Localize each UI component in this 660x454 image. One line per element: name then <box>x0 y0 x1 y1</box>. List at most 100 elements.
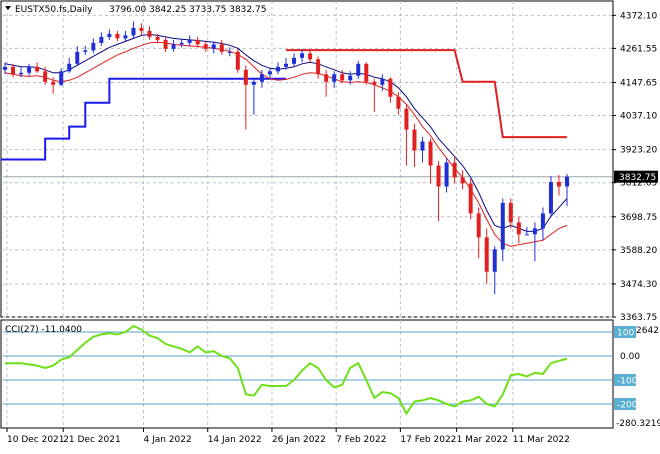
candle-body <box>259 74 264 82</box>
candle <box>171 39 176 52</box>
cci-level-label: -100 <box>617 377 638 387</box>
candle-body <box>332 74 337 82</box>
candle-body <box>404 108 409 130</box>
candle-body <box>275 66 280 72</box>
candle <box>316 56 321 79</box>
resistance-stop-line <box>286 49 567 139</box>
candle-body <box>324 74 329 82</box>
candle <box>115 30 120 42</box>
candle-body <box>508 202 513 223</box>
candle-body <box>556 181 561 187</box>
price-tick-label: 3812.65 <box>620 179 657 189</box>
candle-body <box>364 63 369 82</box>
candle-body <box>428 141 433 166</box>
candle <box>524 226 529 236</box>
cci-level-lines <box>3 331 612 405</box>
price-tick-label: 4372.10 <box>620 11 657 21</box>
candle-body <box>187 39 192 43</box>
candle-body <box>195 39 200 45</box>
cci-level-badge <box>614 398 636 410</box>
candle <box>75 45 80 66</box>
candle <box>91 38 96 54</box>
candle <box>388 77 393 103</box>
candle <box>508 198 513 229</box>
candle <box>404 104 409 166</box>
candle-body <box>460 177 465 184</box>
candle <box>67 57 72 73</box>
candles <box>3 21 569 295</box>
candle-body <box>308 53 313 60</box>
candle <box>59 68 64 87</box>
candle <box>83 45 88 55</box>
candle <box>267 68 272 79</box>
date-tick-label: 14 Jan 2022 <box>208 435 262 445</box>
candle-body <box>267 71 272 75</box>
candle-body <box>227 51 232 53</box>
candle <box>308 50 313 63</box>
candle-body <box>99 36 104 43</box>
price-tick-label: 3923.20 <box>620 146 657 156</box>
date-tick-label: 1 Mar 2022 <box>457 435 508 445</box>
cci-panel <box>0 319 614 429</box>
candle-body <box>292 57 297 64</box>
candle-body <box>91 42 96 51</box>
candle-body <box>356 63 361 76</box>
candle <box>243 65 248 130</box>
candle-body <box>235 51 240 70</box>
candle <box>332 71 337 88</box>
current-price-label: 3832.75 <box>619 173 656 183</box>
candle <box>227 47 232 57</box>
candle <box>396 92 401 115</box>
candle-body <box>75 51 80 64</box>
candle <box>532 222 537 262</box>
candle-body <box>123 35 128 39</box>
candle <box>219 39 224 55</box>
candle <box>468 179 473 220</box>
date-tick-label: 21 Dec 2021 <box>63 435 120 445</box>
candle-body <box>19 72 24 75</box>
price-panel <box>0 0 614 318</box>
candle-body <box>3 66 7 70</box>
candle <box>476 207 481 259</box>
candle <box>356 60 361 79</box>
candle <box>500 198 505 262</box>
slow-ma-line <box>4 41 568 247</box>
candle-body <box>11 66 16 75</box>
candle-body <box>163 39 168 49</box>
candle <box>540 207 545 241</box>
collapse-triangle-icon[interactable] <box>5 6 11 10</box>
candle <box>340 69 345 84</box>
candle <box>235 48 240 73</box>
candle-body <box>524 234 529 236</box>
candle <box>155 33 160 43</box>
candle <box>364 62 369 85</box>
candle-body <box>147 30 152 37</box>
candle-body <box>51 81 56 85</box>
candle-body <box>27 66 32 73</box>
candle <box>444 158 449 193</box>
candle <box>99 32 104 46</box>
candle <box>436 161 441 221</box>
cci-level-label: 100 <box>617 329 634 339</box>
candle-body <box>548 181 553 214</box>
symbol-label: EUSTX50.fs,Daily <box>15 5 93 15</box>
support-stop-line <box>1 77 286 161</box>
cci-level-badge <box>614 326 636 338</box>
candle-body <box>284 63 288 67</box>
candle-body <box>340 74 345 81</box>
cci-bottom-label: -280.3219 <box>616 419 660 429</box>
candle-body <box>243 69 248 85</box>
candle-body <box>484 237 489 272</box>
cci-line <box>5 324 568 416</box>
ohlc-label: 3796.00 3842.25 3733.75 3832.75 <box>109 5 266 15</box>
candle <box>460 170 465 190</box>
candle-body <box>179 42 184 45</box>
candle-body <box>412 129 417 151</box>
candle-body <box>532 228 537 235</box>
candle <box>35 62 40 73</box>
candle <box>187 35 192 46</box>
date-tick-label: 17 Feb 2022 <box>400 435 456 445</box>
